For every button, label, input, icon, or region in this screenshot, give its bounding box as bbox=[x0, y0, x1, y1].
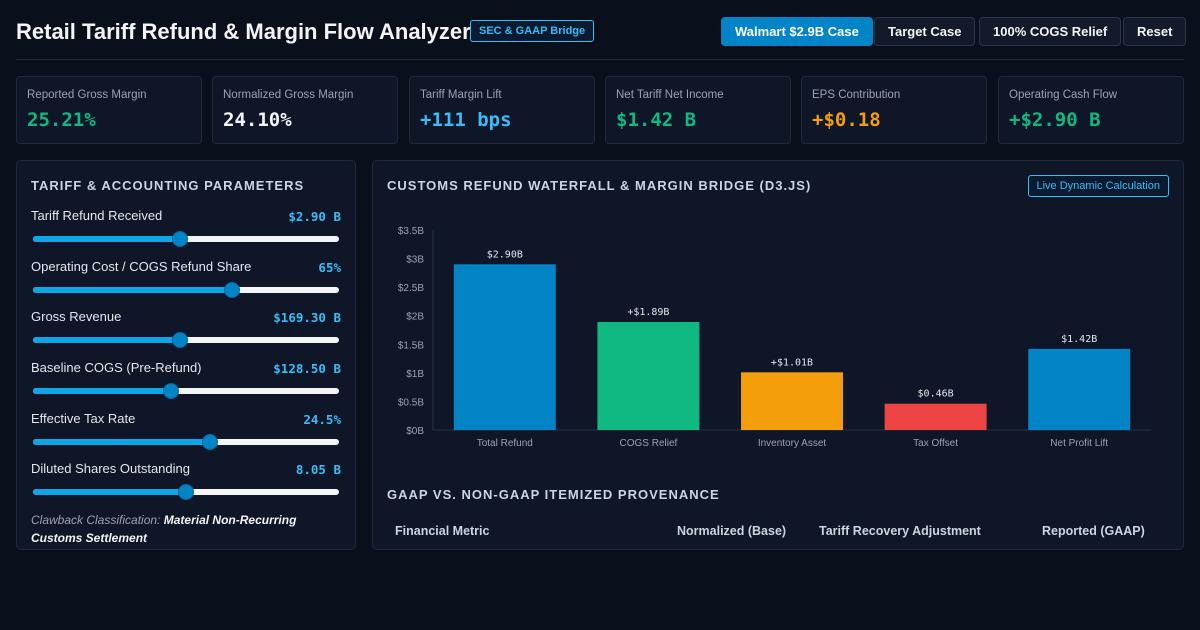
waterfall-bar bbox=[884, 403, 987, 430]
slider-thumb[interactable] bbox=[171, 332, 188, 348]
kpi-value: +111 bps bbox=[420, 109, 512, 131]
kpi-normalized-gross-margin: Normalized Gross Margin 24.10% bbox=[212, 76, 398, 144]
waterfall-panel-title: Customs Refund Waterfall & Margin Bridge… bbox=[387, 178, 812, 193]
param-gross-revenue: Gross Revenue $169.30 B bbox=[31, 309, 341, 353]
bar-data-label: $2.90B bbox=[487, 249, 523, 260]
param-label: Gross Revenue bbox=[31, 309, 122, 324]
reset-button[interactable]: Reset bbox=[1123, 17, 1187, 46]
kpi-value: +$0.18 bbox=[812, 109, 881, 131]
x-tick-label: Total Refund bbox=[477, 438, 533, 449]
bar-data-label: +$1.01B bbox=[771, 357, 813, 368]
param-value: 65% bbox=[318, 260, 341, 275]
bar-data-label: +$1.89B bbox=[627, 307, 669, 318]
kpi-label: Tariff Margin Lift bbox=[420, 89, 502, 101]
slider-thumb[interactable] bbox=[223, 282, 240, 298]
slider-fill bbox=[33, 287, 232, 293]
diluted-shares-slider[interactable] bbox=[33, 484, 339, 500]
param-label: Tariff Refund Received bbox=[31, 208, 163, 223]
y-tick-label: $0B bbox=[406, 426, 424, 437]
x-tick-label: Inventory Asset bbox=[758, 438, 827, 449]
waterfall-chart: $0B $0.5B $1B $1.5B $2B $2.5B $3B $3.5B $2.90B To… bbox=[398, 226, 1151, 449]
y-tick-label: $3.5B bbox=[398, 226, 424, 237]
clawback-classification: Clawback Classification: Material Non-Re… bbox=[31, 511, 341, 547]
slider-fill bbox=[33, 236, 180, 242]
gross-revenue-slider[interactable] bbox=[33, 332, 339, 348]
y-tick-label: $1B bbox=[406, 369, 424, 380]
param-tariff-refund: Tariff Refund Received $2.90 B bbox=[31, 208, 341, 252]
slider-thumb[interactable] bbox=[202, 434, 219, 450]
y-tick-label: $1.5B bbox=[398, 340, 424, 351]
param-label: Operating Cost / COGS Refund Share bbox=[31, 259, 252, 274]
kpi-label: Reported Gross Margin bbox=[27, 89, 147, 101]
param-baseline-cogs: Baseline COGS (Pre-Refund) $128.50 B bbox=[31, 360, 341, 404]
kpi-tariff-margin-lift: Tariff Margin Lift +111 bps bbox=[409, 76, 595, 144]
param-label: Effective Tax Rate bbox=[31, 411, 136, 426]
bar-data-label: $0.46B bbox=[918, 389, 954, 400]
parameters-panel-title: Tariff & Accounting Parameters bbox=[31, 178, 305, 193]
kpi-value: +$2.90 B bbox=[1009, 109, 1101, 131]
slider-thumb[interactable] bbox=[178, 484, 194, 500]
effective-tax-rate-slider[interactable] bbox=[33, 434, 339, 450]
kpi-reported-gross-margin: Reported Gross Margin 25.21% bbox=[16, 76, 202, 144]
baseline-cogs-slider[interactable] bbox=[33, 383, 339, 399]
target-case-button[interactable]: Target Case bbox=[874, 17, 976, 46]
sec-gaap-badge: SEC & GAAP Bridge bbox=[470, 20, 595, 42]
column-header-reported-gaap: Reported (GAAP) bbox=[1042, 524, 1145, 538]
slider-thumb[interactable] bbox=[171, 231, 188, 247]
x-tick-label: Tax Offset bbox=[913, 438, 958, 449]
param-label: Baseline COGS (Pre-Refund) bbox=[31, 360, 202, 375]
y-tick-label: $2.5B bbox=[398, 283, 424, 294]
kpi-label: EPS Contribution bbox=[812, 89, 901, 101]
slider-fill bbox=[33, 489, 186, 495]
slider-fill bbox=[33, 439, 211, 445]
kpi-value: 24.10% bbox=[223, 109, 292, 131]
y-tick-label: $2B bbox=[406, 312, 424, 323]
slider-fill bbox=[33, 388, 171, 394]
param-label: Diluted Shares Outstanding bbox=[31, 461, 190, 476]
param-value: $169.30 B bbox=[273, 310, 341, 325]
page-title: Retail Tariff Refund & Margin Flow Analy… bbox=[16, 19, 471, 44]
provenance-title: GAAP vs. Non-GAAP Itemized Provenance bbox=[387, 487, 720, 502]
y-tick-label: $0.5B bbox=[398, 397, 424, 408]
slider-fill bbox=[33, 337, 180, 343]
bar-data-label: $1.42B bbox=[1061, 334, 1097, 345]
kpi-value: $1.42 B bbox=[616, 109, 697, 131]
kpi-net-tariff-net-income: Net Tariff Net Income $1.42 B bbox=[605, 76, 791, 144]
parameters-panel: Tariff & Accounting Parameters Tariff Re… bbox=[16, 160, 356, 550]
x-tick-label: Net Profit Lift bbox=[1050, 438, 1108, 449]
x-tick-label: COGS Relief bbox=[620, 438, 678, 449]
kpi-label: Operating Cash Flow bbox=[1009, 89, 1118, 101]
column-header-normalized-base: Normalized (Base) bbox=[677, 524, 787, 538]
waterfall-bar bbox=[741, 372, 843, 430]
waterfall-panel: Customs Refund Waterfall & Margin Bridge… bbox=[372, 160, 1184, 550]
waterfall-bar bbox=[453, 264, 556, 430]
param-value: 24.5% bbox=[303, 412, 341, 427]
clawback-label: Clawback Classification: bbox=[31, 513, 161, 527]
param-cogs-refund-share: Operating Cost / COGS Refund Share 65% bbox=[31, 259, 341, 303]
header-bar: Retail Tariff Refund & Margin Flow Analy… bbox=[16, 14, 1187, 60]
param-effective-tax-rate: Effective Tax Rate 24.5% bbox=[31, 411, 341, 455]
kpi-value: 25.21% bbox=[27, 109, 96, 131]
kpi-label: Normalized Gross Margin bbox=[223, 89, 354, 101]
param-value: $2.90 B bbox=[288, 209, 341, 224]
y-tick-label: $3B bbox=[406, 255, 424, 266]
clawback-value: Material Non-Recurring Customs Settlemen… bbox=[31, 513, 297, 545]
full-cogs-relief-button[interactable]: 100% COGS Relief bbox=[979, 17, 1122, 46]
slider-thumb[interactable] bbox=[162, 383, 179, 399]
param-diluted-shares: Diluted Shares Outstanding 8.05 B bbox=[31, 461, 341, 505]
param-value: $128.50 B bbox=[273, 361, 341, 376]
cogs-refund-share-slider[interactable] bbox=[33, 282, 339, 298]
tariff-refund-slider[interactable] bbox=[33, 231, 339, 247]
column-header-tariff-adjustment: Tariff Recovery Adjustment bbox=[819, 524, 981, 538]
kpi-label: Net Tariff Net Income bbox=[616, 89, 724, 101]
param-value: 8.05 B bbox=[295, 462, 341, 477]
waterfall-bar bbox=[597, 322, 700, 430]
kpi-operating-cash-flow: Operating Cash Flow +$2.90 B bbox=[998, 76, 1184, 144]
waterfall-bar bbox=[1028, 348, 1131, 430]
walmart-case-button[interactable]: Walmart $2.9B Case bbox=[721, 17, 873, 46]
live-calculation-badge: Live Dynamic Calculation bbox=[1027, 175, 1169, 197]
kpi-eps-contribution: EPS Contribution +$0.18 bbox=[801, 76, 987, 144]
column-header-financial-metric: Financial Metric bbox=[395, 524, 490, 538]
